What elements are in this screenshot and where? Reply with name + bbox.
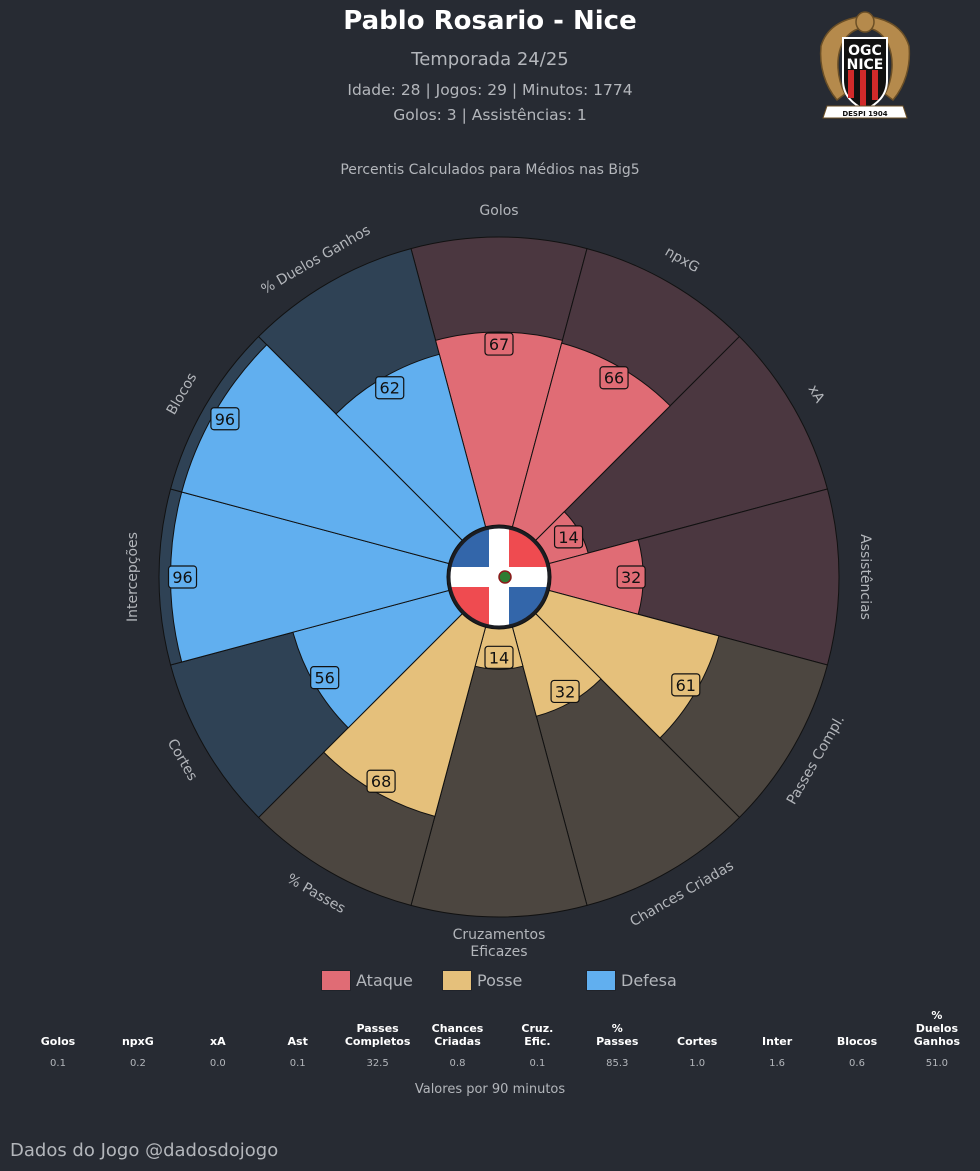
radar-value-bar	[335, 353, 487, 541]
category-label: Cruzamentos Eficazes	[453, 927, 546, 960]
stat-value: 0.1	[289, 1058, 306, 1069]
legend-defesa: Defesa	[586, 970, 677, 991]
stat-header: Chances Criadas	[431, 1022, 484, 1048]
dominican-flag-icon	[447, 525, 551, 629]
value-label-box	[210, 407, 240, 431]
category-label: % Passes	[284, 871, 348, 917]
stat-value: 85.3	[606, 1058, 629, 1069]
legend-swatch-posse	[442, 970, 472, 991]
stat-header: % Passes	[596, 1022, 639, 1048]
value-label-box	[484, 645, 514, 669]
stat-column: Golos 0.1	[18, 1000, 98, 1080]
stat-value: 0.2	[129, 1058, 146, 1069]
legend-ataque: Ataque	[321, 970, 413, 991]
radar-value-bar	[170, 491, 450, 663]
value-label: 67	[489, 335, 509, 354]
radar-value-bar	[181, 344, 463, 565]
player-info-line1: Idade: 28 | Jogos: 29 | Minutos: 1774	[347, 81, 633, 99]
radar-value-bar	[434, 331, 564, 528]
stat-header: Blocos	[836, 1035, 878, 1048]
legend-swatch-defesa	[586, 970, 616, 991]
value-label-box	[167, 565, 198, 589]
player-info-line2: Golos: 3 | Assistências: 1	[393, 106, 587, 124]
stat-value: 1.6	[769, 1058, 786, 1069]
stat-column: Inter 1.6	[737, 1000, 817, 1080]
category-label: npxG	[662, 244, 702, 276]
chart-title: Pablo Rosario - Nice	[343, 6, 637, 36]
radar-value-bar	[511, 342, 671, 541]
value-label: 61	[676, 676, 696, 695]
value-label-box	[366, 769, 396, 793]
radar-value-bar	[292, 589, 463, 729]
stat-column: Ast 0.1	[258, 1000, 338, 1080]
stat-header: Passes Completos	[344, 1022, 411, 1048]
stat-header: Cruz. Efic.	[521, 1022, 554, 1048]
value-label: 62	[380, 379, 400, 398]
per90-caption: Valores por 90 minutos	[414, 1082, 566, 1097]
stat-value: 32.5	[366, 1058, 389, 1069]
crest-line1: OGC	[848, 43, 882, 59]
category-label: Intercepções	[125, 532, 141, 622]
stat-column: Passes Completos 32.5	[338, 1000, 418, 1080]
crest-ribbon: DESPI 1904	[842, 110, 887, 118]
value-label: 32	[621, 568, 641, 587]
stat-column: Cortes 1.0	[657, 1000, 737, 1080]
legend-label-defesa: Defesa	[621, 971, 677, 990]
radar-value-bar	[323, 613, 487, 818]
crest-line2: NICE	[847, 57, 884, 73]
category-label: xA	[805, 382, 828, 406]
category-label: Golos	[479, 203, 518, 219]
footer-credit: Dados do Jogo @dadosdojogo	[10, 1140, 279, 1161]
value-label-box	[616, 565, 646, 589]
stat-column: % Passes 85.3	[577, 1000, 657, 1080]
legend-posse: Posse	[442, 970, 522, 991]
value-label-box	[375, 376, 405, 400]
stat-header: Cortes	[677, 1035, 718, 1048]
value-label: 68	[371, 772, 391, 791]
category-label: Assistências	[857, 534, 873, 620]
stat-value: 51.0	[925, 1058, 949, 1069]
value-label: 14	[558, 528, 578, 547]
club-crest-logo: OGC NICE DESPI 1904	[819, 11, 911, 119]
stat-value: 0.8	[449, 1058, 466, 1069]
radar-value-bar	[535, 589, 720, 739]
stat-column: npxG 0.2	[98, 1000, 178, 1080]
stat-value: 0.6	[849, 1058, 865, 1069]
legend-label-ataque: Ataque	[356, 971, 413, 990]
stat-header: Ast	[287, 1035, 308, 1048]
stat-value: 0.1	[50, 1058, 66, 1069]
stat-column: xA 0.0	[178, 1000, 258, 1080]
value-label-box	[310, 666, 340, 690]
value-label-box	[553, 525, 584, 549]
category-label: Cortes	[164, 736, 201, 783]
chart-subtitle: Percentis Calculados para Médios nas Big…	[340, 162, 640, 178]
value-label-box	[550, 679, 580, 704]
legend-label-posse: Posse	[477, 971, 523, 990]
stat-column: % Duelos Ganhos 51.0	[897, 1000, 977, 1080]
stat-column: Chances Criadas 0.8	[418, 1000, 498, 1080]
value-label: 56	[315, 669, 335, 688]
legend-swatch-ataque	[321, 970, 351, 991]
radar-chart: 67 66 14 32 61 32 14 68 56 96 96 62 Golos npxG xA Assis…	[125, 203, 873, 960]
stat-value: 0.0	[209, 1058, 226, 1069]
value-label-box	[484, 332, 514, 356]
value-label-box	[671, 673, 701, 697]
stat-header: Golos	[40, 1035, 76, 1048]
value-label: 96	[215, 410, 235, 429]
value-label: 14	[489, 648, 509, 667]
category-label: Blocos	[164, 370, 201, 418]
stat-header: npxG	[121, 1035, 154, 1048]
stat-header: Inter	[762, 1035, 793, 1048]
value-label-box	[599, 366, 629, 390]
value-label: 32	[555, 682, 575, 701]
season-label: Temporada 24/25	[411, 49, 569, 70]
stat-value: 0.1	[529, 1058, 546, 1069]
value-label: 66	[604, 369, 624, 388]
stat-column: Cruz. Efic. 0.1	[497, 1000, 577, 1080]
stat-header: xA	[209, 1035, 226, 1048]
stat-header: % Duelos Ganhos	[913, 1009, 960, 1048]
stat-value: 1.0	[689, 1058, 706, 1069]
value-label: 96	[172, 568, 192, 587]
stat-column: Blocos 0.6	[817, 1000, 897, 1080]
